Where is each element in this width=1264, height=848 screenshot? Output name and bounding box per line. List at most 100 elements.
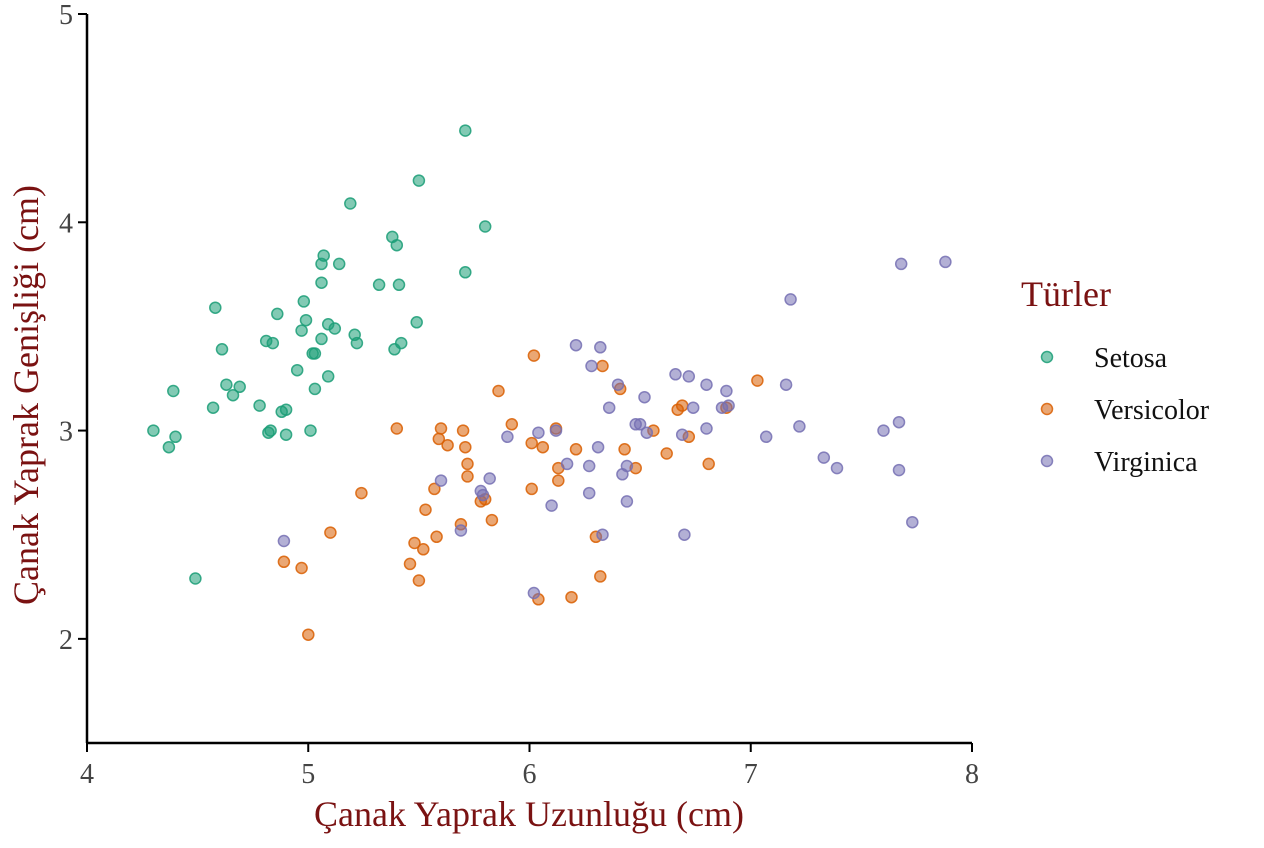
data-point [266,336,280,350]
data-point [215,343,229,356]
data-point [877,424,890,437]
data-point [565,590,578,604]
data-point [591,440,605,454]
data-point [302,628,315,641]
data-point [892,463,906,477]
data-point [295,561,308,575]
data-point [618,443,631,456]
data-point [759,430,773,444]
data-point [461,457,474,471]
data-point [686,401,700,414]
data-point [906,515,919,529]
data-point [702,457,715,471]
y-axis-title: Çanak Yaprak Genişliği (cm) [6,185,46,605]
data-point [939,255,952,269]
data-point [209,301,222,314]
data-point [167,384,180,398]
data-point [585,359,598,373]
data-point [430,530,443,544]
data-point [682,370,696,383]
legend: Türler Setosa Versicolor Virginica [1021,274,1210,478]
data-point [640,426,654,439]
data-point [501,430,514,444]
data-point [394,336,408,350]
data-point [297,295,311,308]
data-point [485,513,499,527]
data-point [525,436,538,450]
data-point [793,420,806,433]
data-point [456,424,470,437]
x-tick-label: 4 [80,759,94,790]
data-point [299,313,313,327]
data-point [372,278,386,292]
data-point [162,440,176,454]
x-tick-label: 8 [965,759,979,790]
data-point [527,349,541,362]
data-point [332,257,346,271]
data-point [483,472,496,485]
data-point [527,586,541,600]
data-point [552,474,565,487]
data-point [434,474,448,487]
data-point [700,378,713,391]
data-point [492,384,505,398]
data-point [582,486,596,500]
data-point [675,428,689,441]
data-point [277,534,291,548]
y-axis-ticks: 2 3 4 5 [59,0,87,656]
data-point [315,332,328,346]
series-versicolor [277,349,764,641]
data-point [611,378,625,391]
data-point [279,403,293,416]
data-point [279,428,293,441]
data-point [633,418,647,431]
data-point [308,347,322,360]
data-point [817,451,831,464]
data-point [678,528,691,541]
data-point [784,293,797,306]
data-point [620,459,634,473]
data-point [147,424,160,437]
data-point [830,461,844,475]
data-point [454,524,468,537]
data-point [892,415,906,429]
data-point [779,378,793,391]
data-point [321,370,335,383]
x-tick-label: 7 [744,759,758,790]
data-point [669,368,682,381]
data-point [412,174,426,187]
data-point [660,447,673,460]
data-point [549,424,563,437]
data-point [602,401,616,414]
data-point [233,380,246,394]
points-layer [147,124,952,641]
data-point [569,443,583,456]
data-point [220,378,233,391]
data-point [304,424,317,437]
data-point [596,528,609,541]
data-point [264,424,277,437]
data-point [410,316,423,329]
data-point [441,438,454,452]
data-point [700,422,713,435]
data-point [403,557,417,571]
series-virginica [277,255,952,600]
data-point [525,482,538,496]
x-tick-label: 5 [301,759,315,790]
data-point [894,257,908,271]
data-point [226,388,240,402]
data-point [720,384,733,398]
series-setosa [147,124,492,585]
legend-label: Versicolor [1094,395,1210,426]
data-point [277,555,291,569]
data-point [638,390,651,404]
x-axis-title: Çanak Yaprak Uzunluğu (cm) [314,794,744,834]
data-point [308,382,322,396]
data-point [594,570,607,583]
legend-label: Virginica [1094,447,1198,478]
data-point [315,276,328,289]
data-point [434,422,448,435]
data-point [324,526,337,539]
legend-key-setosa [1040,350,1054,364]
